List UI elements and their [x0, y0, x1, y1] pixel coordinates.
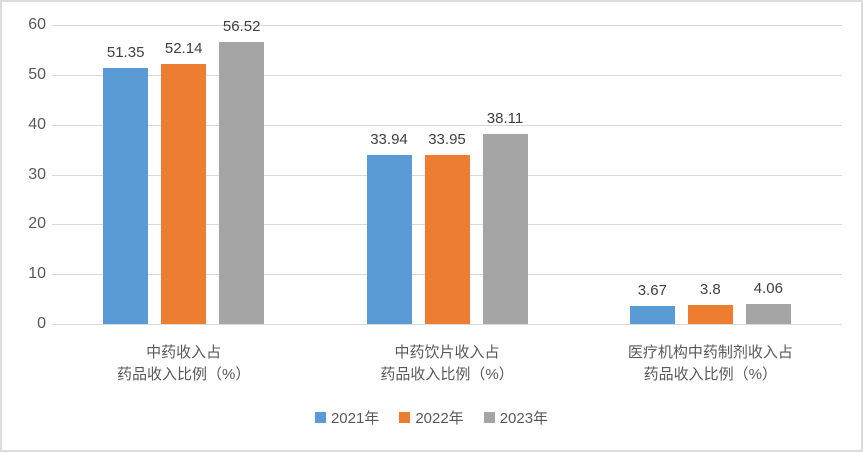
gridline	[52, 25, 842, 26]
legend: 2021年 2022年 2023年	[2, 407, 861, 428]
bar-2021年-cat1[interactable]	[103, 68, 149, 324]
legend-label: 2022年	[415, 410, 464, 427]
legend-item-2023年[interactable]: 2023年	[483, 407, 549, 428]
legend-label: 2021年	[330, 410, 380, 427]
gridline	[52, 74, 842, 76]
data-label: 38.11	[486, 110, 524, 128]
bar-2021年-cat3[interactable]	[629, 305, 675, 324]
data-label: 33.95	[428, 130, 466, 148]
y-axis-tick-label: 20	[28, 215, 46, 233]
data-label: 33.94	[370, 130, 408, 148]
gridline	[52, 124, 842, 126]
data-label: 52.14	[164, 40, 203, 58]
legend-item-2022年[interactable]: 2022年	[399, 407, 464, 428]
x-axis-category-label: 中药饮片收入占 药品收入比例（%）	[380, 344, 514, 383]
legend-swatch	[399, 412, 411, 423]
y-axis-tick-label: 60	[28, 16, 46, 33]
y-axis-tick-label: 0	[37, 315, 46, 332]
bar-2023年-cat3[interactable]	[745, 303, 791, 324]
data-label: 4.06	[753, 279, 783, 297]
gridline	[52, 324, 842, 325]
legend-swatch	[314, 412, 326, 423]
data-label: 3.8	[699, 281, 721, 299]
y-axis-tick-label: 40	[28, 115, 46, 133]
bar-2022年-cat1[interactable]	[161, 64, 207, 324]
y-axis-tick-label: 50	[28, 65, 46, 83]
bar-2023年-cat1[interactable]	[219, 42, 265, 324]
bar-2022年-cat2[interactable]	[424, 154, 470, 324]
legend-item-2021年[interactable]: 2021年	[314, 407, 380, 428]
bar-2023年-cat2[interactable]	[482, 134, 528, 324]
bar-2022年-cat3[interactable]	[687, 305, 733, 324]
x-axis-category-label: 医疗机构中药制剂收入占 药品收入比例（%）	[627, 344, 793, 383]
legend-swatch	[483, 412, 495, 423]
data-label: 51.35	[106, 44, 145, 62]
x-axis-category-label: 中药收入占 药品收入比例（%）	[116, 344, 251, 383]
data-label: 56.52	[222, 18, 261, 36]
data-label: 3.67	[637, 281, 667, 299]
y-axis-tick-label: 10	[28, 265, 46, 283]
legend-label: 2023年	[499, 410, 549, 427]
y-axis-tick-label: 30	[28, 165, 46, 183]
bar-2021年-cat2[interactable]	[366, 154, 412, 324]
